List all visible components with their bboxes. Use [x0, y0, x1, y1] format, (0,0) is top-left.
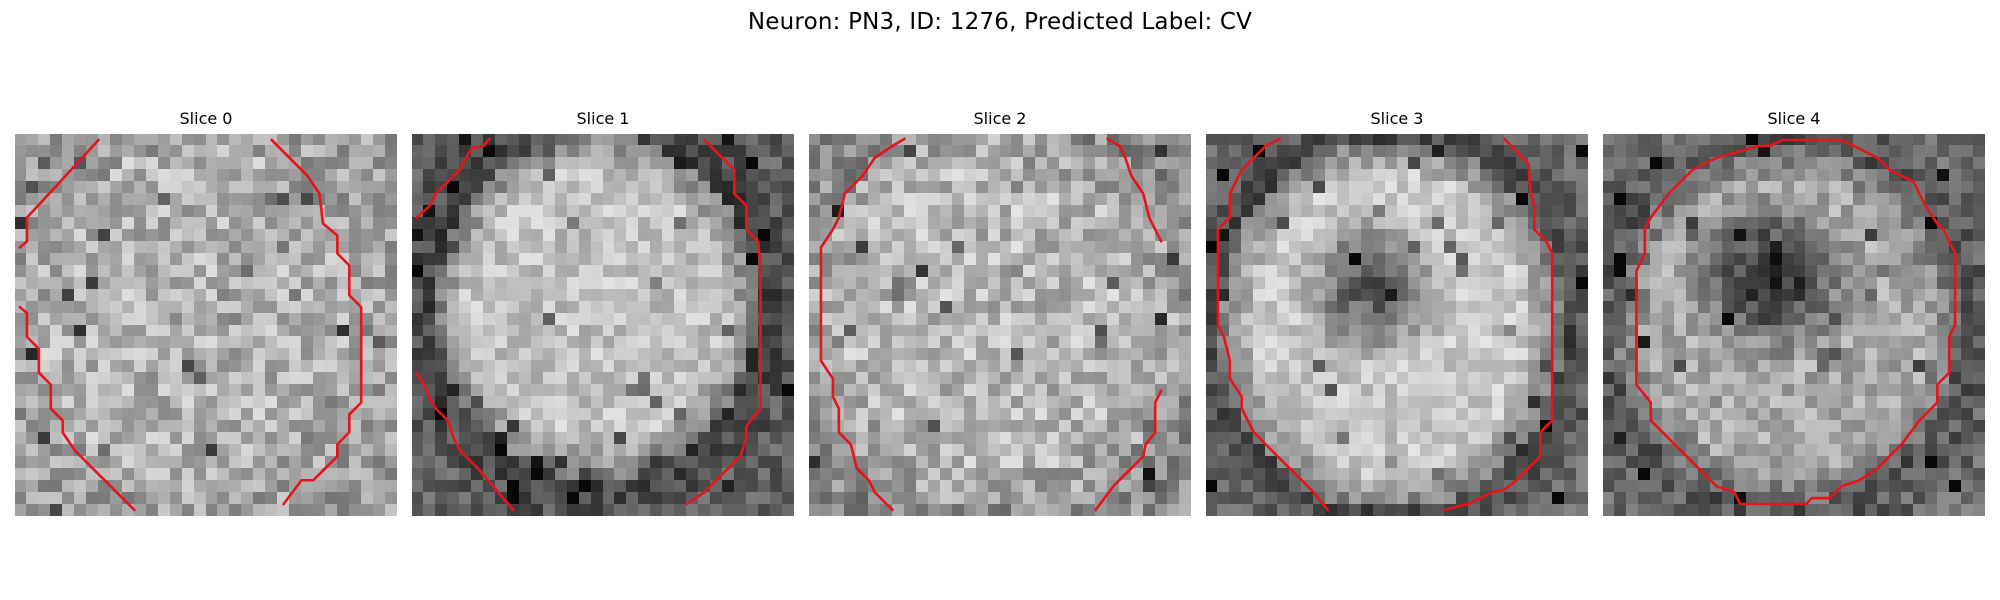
- figure-title: Neuron: PN3, ID: 1276, Predicted Label: …: [0, 6, 2000, 38]
- slice-title: Slice 2: [809, 108, 1191, 134]
- slice-panel-2: Slice 2: [809, 108, 1191, 134]
- slice-panel-3: Slice 3: [1206, 108, 1588, 134]
- slice-image: [412, 134, 794, 516]
- slice-image: [15, 134, 397, 516]
- slice-panel-0: Slice 0: [15, 108, 397, 134]
- slice-title: Slice 3: [1206, 108, 1588, 134]
- slice-panel-1: Slice 1: [412, 108, 794, 134]
- slice-image: [809, 134, 1191, 516]
- slice-title: Slice 0: [15, 108, 397, 134]
- slice-title: Slice 1: [412, 108, 794, 134]
- slice-panel-4: Slice 4: [1603, 108, 1985, 134]
- slice-image: [1206, 134, 1588, 516]
- slice-image: [1603, 134, 1985, 516]
- slice-title: Slice 4: [1603, 108, 1985, 134]
